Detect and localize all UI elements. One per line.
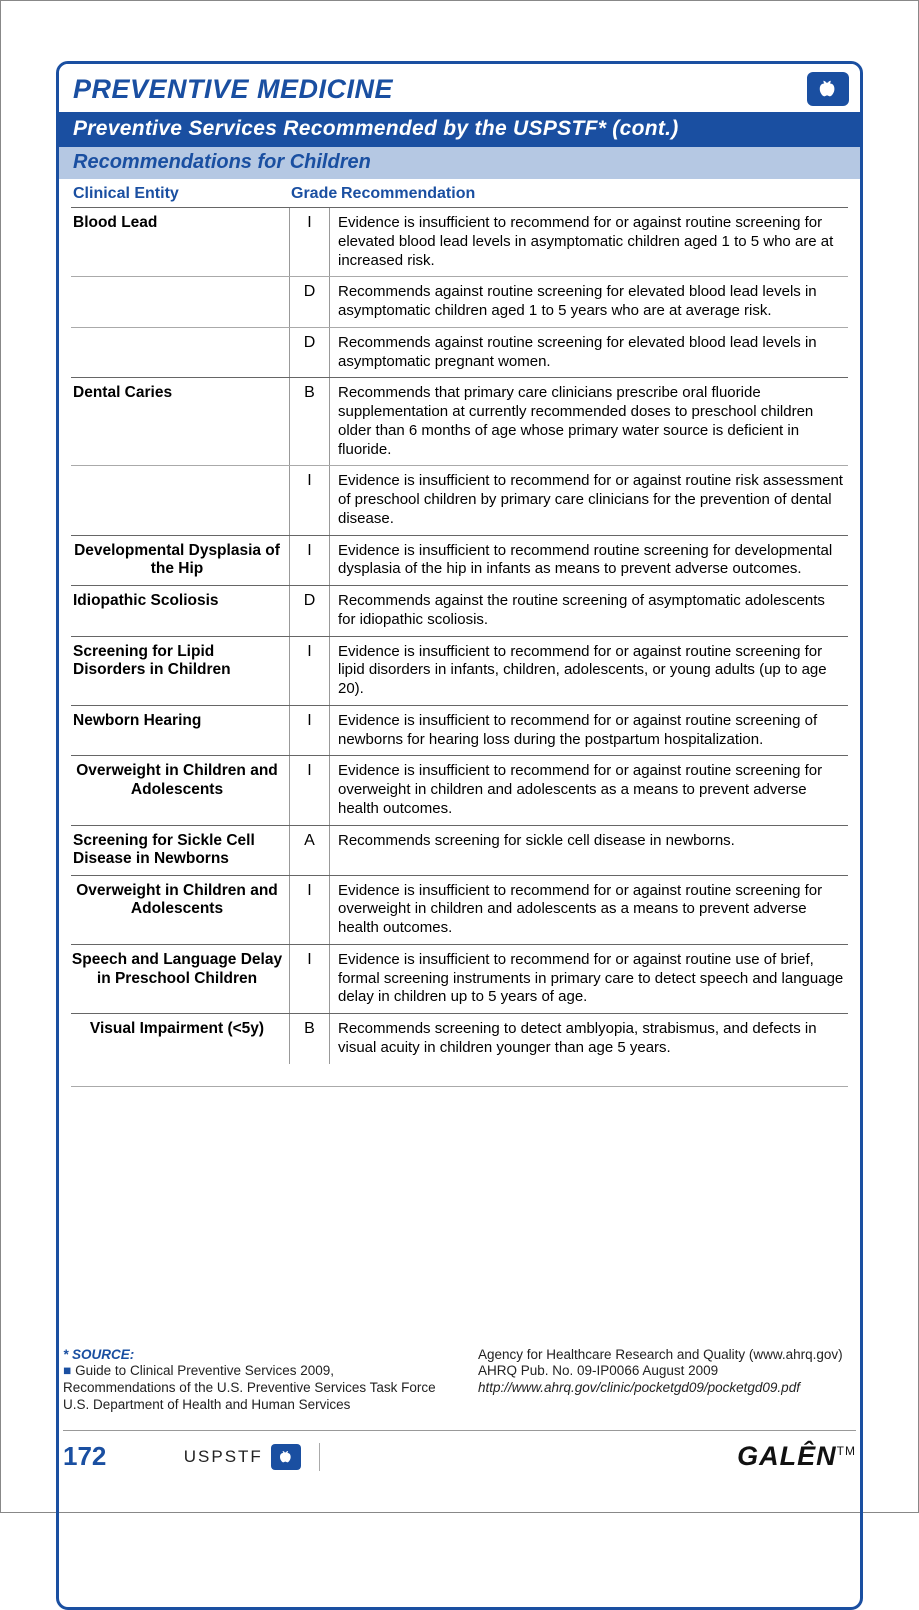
table-row: Overweight in Children and AdolescentsIE… <box>71 875 848 944</box>
grade-cell: D <box>289 328 329 378</box>
main-title: PREVENTIVE MEDICINE <box>73 74 393 105</box>
page-number: 172 <box>63 1441 106 1472</box>
apple-icon <box>807 72 849 106</box>
table-row: IEvidence is insufficient to recommend f… <box>71 465 848 534</box>
entity-cell: Newborn Hearing <box>71 706 289 756</box>
source-label: * SOURCE: <box>63 1347 134 1362</box>
section-header: Recommendations for Children <box>59 147 860 179</box>
recommendation-cell: Evidence is insufficient to recommend ro… <box>329 536 848 586</box>
col-grade: Grade <box>291 185 341 203</box>
recommendation-cell: Evidence is insufficient to recommend fo… <box>329 945 848 1013</box>
brand-text: GALÊN <box>737 1441 837 1471</box>
table-row: Overweight in Children and AdolescentsIE… <box>71 755 848 824</box>
recommendation-cell: Evidence is insufficient to recommend fo… <box>329 466 848 534</box>
entity-cell: Screening for Sickle Cell Disease in New… <box>71 826 289 875</box>
footer-mid-text: USPSTF <box>184 1447 263 1467</box>
table-row: Idiopathic ScoliosisDRecommends against … <box>71 585 848 636</box>
recommendation-cell: Evidence is insufficient to recommend fo… <box>329 706 848 756</box>
grade-cell: I <box>289 637 329 705</box>
apple-icon <box>271 1444 301 1470</box>
grade-cell: I <box>289 945 329 1013</box>
sub-header: Preventive Services Recommended by the U… <box>59 112 860 147</box>
grade-cell: I <box>289 466 329 534</box>
col-entity: Clinical Entity <box>73 185 291 203</box>
recommendation-cell: Recommends against the routine screening… <box>329 586 848 636</box>
recommendation-cell: Evidence is insufficient to recommend fo… <box>329 756 848 824</box>
grade-cell: A <box>289 826 329 875</box>
recommendation-cell: Recommends screening to detect amblyopia… <box>329 1014 848 1064</box>
recommendation-cell: Recommends screening for sickle cell dis… <box>329 826 848 875</box>
table-row: DRecommends against routine screening fo… <box>71 276 848 327</box>
grade-cell: D <box>289 586 329 636</box>
recommendation-cell: Evidence is insufficient to recommend fo… <box>329 637 848 705</box>
entity-cell: Screening for Lipid Disorders in Childre… <box>71 637 289 705</box>
table-row: DRecommends against routine screening fo… <box>71 327 848 378</box>
table-rows: Blood LeadIEvidence is insufficient to r… <box>59 207 860 1074</box>
page: PREVENTIVE MEDICINE Preventive Services … <box>0 0 919 1513</box>
source-line: Recommendations of the U.S. Preventive S… <box>63 1380 448 1397</box>
grade-cell: B <box>289 378 329 465</box>
entity-cell: Dental Caries <box>71 378 289 465</box>
table-row: Blood LeadIEvidence is insufficient to r… <box>71 207 848 276</box>
table-row: Screening for Sickle Cell Disease in New… <box>71 825 848 875</box>
brand-logo: GALÊNTM <box>737 1441 856 1472</box>
entity-cell: Blood Lead <box>71 208 289 276</box>
entity-cell: Developmental Dysplasia of the Hip <box>71 536 289 586</box>
column-headers: Clinical Entity Grade Recommendation <box>59 179 860 207</box>
grade-cell: I <box>289 706 329 756</box>
col-recommendation: Recommendation <box>341 185 846 203</box>
source-right: Agency for Healthcare Research and Quali… <box>478 1347 863 1415</box>
table-row: Newborn HearingIEvidence is insufficient… <box>71 705 848 756</box>
source-url: http://www.ahrq.gov/clinic/pocketgd09/po… <box>478 1380 863 1397</box>
table-row: Developmental Dysplasia of the HipIEvide… <box>71 535 848 586</box>
source-left: * SOURCE: ■ Guide to Clinical Preventive … <box>63 1347 448 1415</box>
recommendation-cell: Recommends that primary care clinicians … <box>329 378 848 465</box>
grade-cell: B <box>289 1014 329 1064</box>
source-line: AHRQ Pub. No. 09-IP0066 August 2009 <box>478 1363 863 1380</box>
footer-mid: USPSTF <box>184 1443 320 1471</box>
trademark: TM <box>837 1444 856 1458</box>
table-row: Visual Impairment (<5y)BRecommends scree… <box>71 1013 848 1064</box>
entity-cell: Overweight in Children and Adolescents <box>71 756 289 824</box>
page-footer: 172 USPSTF GALÊNTM <box>63 1430 856 1472</box>
main-header: PREVENTIVE MEDICINE <box>59 64 860 112</box>
recommendation-cell: Evidence is insufficient to recommend fo… <box>329 208 848 276</box>
entity-cell: Speech and Language Delay in Preschool C… <box>71 945 289 1013</box>
table-row: Speech and Language Delay in Preschool C… <box>71 944 848 1013</box>
grade-cell: I <box>289 876 329 944</box>
source-block: * SOURCE: ■ Guide to Clinical Preventive … <box>63 1347 863 1415</box>
source-line: Guide to Clinical Preventive Services 20… <box>75 1363 334 1378</box>
recommendation-cell: Recommends against routine screening for… <box>329 277 848 327</box>
recommendation-cell: Evidence is insufficient to recommend fo… <box>329 876 848 944</box>
table-row: Screening for Lipid Disorders in Childre… <box>71 636 848 705</box>
footer-divider <box>319 1443 320 1471</box>
table-row: Dental CariesBRecommends that primary ca… <box>71 377 848 465</box>
grade-cell: I <box>289 536 329 586</box>
source-line: U.S. Department of Health and Human Serv… <box>63 1397 448 1414</box>
entity-cell: Visual Impairment (<5y) <box>71 1014 289 1064</box>
grade-cell: D <box>289 277 329 327</box>
grade-cell: I <box>289 756 329 824</box>
entity-cell: Overweight in Children and Adolescents <box>71 876 289 944</box>
source-line: Agency for Healthcare Research and Quali… <box>478 1347 863 1364</box>
recommendation-cell: Recommends against routine screening for… <box>329 328 848 378</box>
grade-cell: I <box>289 208 329 276</box>
entity-cell: Idiopathic Scoliosis <box>71 586 289 636</box>
bullet-icon: ■ <box>63 1363 71 1378</box>
